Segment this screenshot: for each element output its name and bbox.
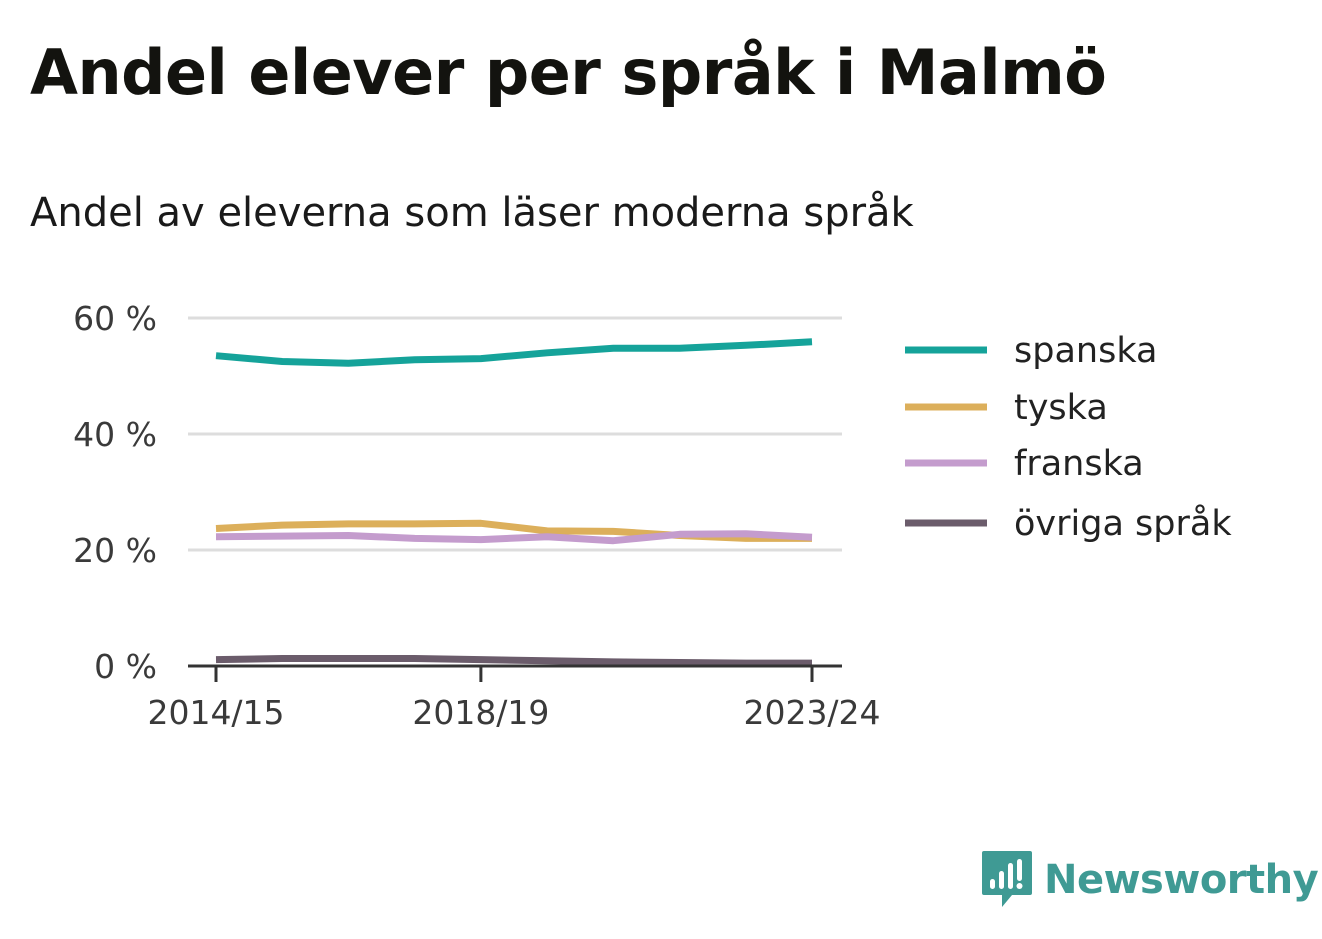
line-chart: 0 % 20 % 40 % 60 % 2014/15 2018/19 2023/24 spa… <box>73 299 1232 732</box>
legend-label-0: spanska <box>1014 331 1157 371</box>
x-tick-label: 2018/19 <box>412 693 549 732</box>
series-line-2 <box>215 530 813 545</box>
y-tick-label: 60 % <box>73 299 157 338</box>
legend-label-1: tyska <box>1014 388 1108 428</box>
legend: spanska tyska franska övriga språk <box>905 331 1232 544</box>
brand-logo: Newsworthy <box>980 848 1319 912</box>
newsworthy-logo-icon <box>982 851 1032 907</box>
axis-labels: 0 % 20 % 40 % 60 % 2014/15 2018/19 2023/24 <box>73 299 880 732</box>
x-tick-label: 2023/24 <box>743 693 880 732</box>
y-tick-label: 40 % <box>73 415 157 454</box>
series-lines <box>215 338 813 667</box>
x-axis <box>188 664 842 682</box>
y-tick-label: 0 % <box>94 647 157 686</box>
y-tick-label: 20 % <box>73 531 157 570</box>
chart-subtitle: Andel av eleverna som läser moderna språ… <box>30 190 914 236</box>
series-line-0 <box>215 338 813 367</box>
brand-name: Newsworthy <box>1044 857 1319 903</box>
chart-title: Andel elever per språk i Malmö <box>30 36 1107 109</box>
legend-label-3: övriga språk <box>1014 503 1232 544</box>
legend-label-2: franska <box>1014 444 1144 484</box>
series-line-3 <box>215 655 812 667</box>
x-tick-label: 2014/15 <box>147 693 284 732</box>
gridlines <box>188 316 842 552</box>
